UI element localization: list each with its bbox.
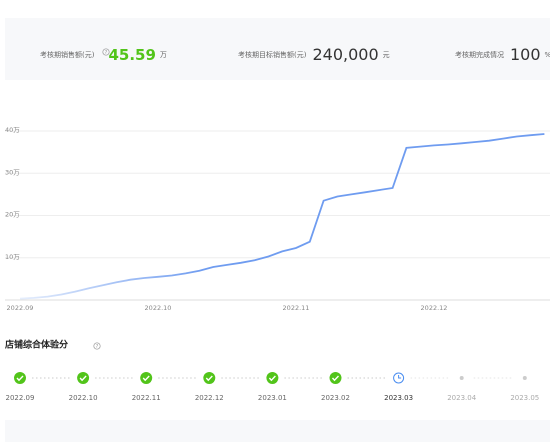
series-line [19,133,545,300]
stat: 考核期完成情况 100% [455,45,550,64]
y-tick-label: 10万 [5,253,20,261]
check-mark [142,375,150,382]
timeline-label: 2022.10 [69,394,98,402]
stat-unit: 元 [383,51,390,59]
pending-dot [522,376,527,380]
timeline-label: 2022.11 [132,394,161,402]
timeline-label: 2023.03 [384,394,413,402]
check-icon [140,372,153,384]
info-icon [102,48,110,56]
stat-label: 考核期销售额(元) [40,50,95,59]
x-tick-label: 2022.09 [7,304,34,312]
clock-hands [398,375,402,379]
stat: 考核期销售额(元) 45.59 万 [40,46,167,64]
stat-label: 考核期完成情况 [455,50,504,59]
stat-value: 45.59 [108,46,155,64]
stat: 考核期目标销售额(元) 240,000 元 [238,45,390,64]
pending-dot [459,376,464,380]
info-icon-mark: ? [105,50,108,56]
timeline-label: 2022.09 [6,394,35,402]
check-icon [77,372,90,384]
stats-panel [5,18,550,80]
info-icon [93,342,101,350]
info-icon-mark: ? [96,344,99,350]
stat-unit: % [545,51,550,59]
bottom-panel [5,420,550,442]
check-icon [14,372,26,384]
y-tick-label: 20万 [5,211,20,219]
timeline-label: 2023.02 [321,394,350,402]
check-icon [329,372,342,384]
stat-unit: 万 [160,51,167,59]
x-tick-label: 2022.10 [145,304,172,312]
timeline-label: 2022.12 [195,394,224,402]
timeline-label: 2023.05 [510,394,539,402]
stat-value: 100 [510,45,541,64]
x-tick-label: 2022.12 [421,304,448,312]
check-mark [205,375,213,382]
section-title: 店铺综合体验分 [5,339,68,351]
y-tick-label: 30万 [5,168,20,176]
y-tick-label: 40万 [5,126,20,134]
check-mark [331,375,340,382]
check-mark [79,375,87,382]
x-tick-label: 2022.11 [283,304,310,312]
timeline-label: 2023.04 [447,394,476,402]
timeline-label: 2023.01 [258,394,287,402]
stat-value: 240,000 [312,45,378,64]
check-icon [203,372,216,384]
clock-icon [393,372,405,384]
check-icon [266,372,279,384]
check-mark [268,375,276,382]
check-mark [16,375,24,382]
stat-label: 考核期目标销售额(元) [238,50,307,59]
